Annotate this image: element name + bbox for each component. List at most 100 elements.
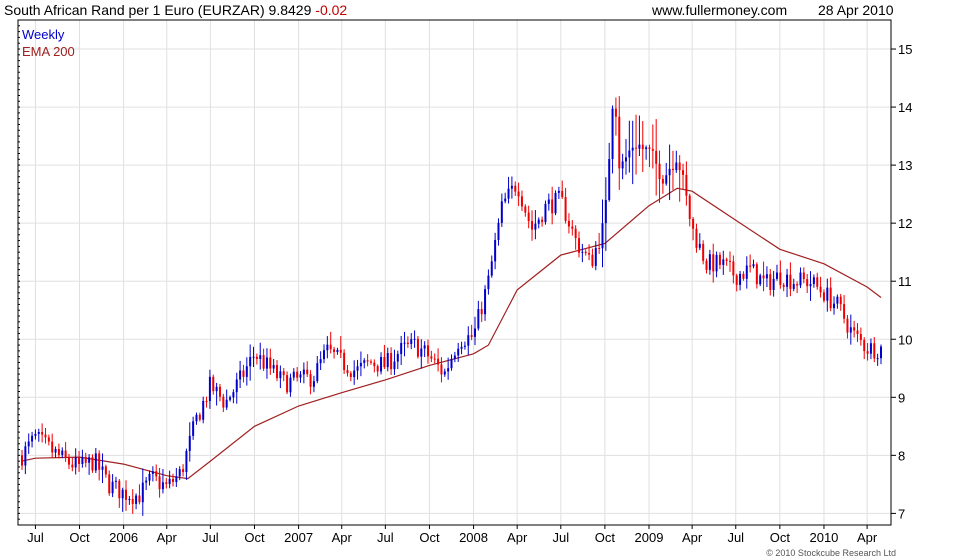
candle: [316, 356, 319, 384]
candle: [329, 331, 332, 354]
candle-body: [369, 361, 372, 363]
price-change: -0.02: [315, 2, 348, 18]
candle: [604, 177, 607, 251]
candle-body: [742, 273, 745, 279]
candle: [752, 259, 755, 269]
candle-body: [645, 147, 648, 150]
candle: [420, 339, 423, 369]
candle-body: [541, 219, 544, 223]
candle: [343, 349, 346, 374]
candle: [443, 368, 446, 377]
candle-body: [762, 275, 765, 279]
candle-body: [500, 201, 503, 223]
candle-body: [661, 179, 664, 184]
candle-body: [289, 377, 292, 393]
candle: [473, 316, 476, 346]
candle-body: [685, 174, 688, 196]
candle: [584, 249, 587, 256]
candle: [24, 441, 27, 475]
candle: [178, 466, 181, 481]
candle: [856, 323, 859, 342]
candle-body: [544, 203, 547, 223]
candle-body: [702, 243, 705, 261]
candle-body: [641, 144, 644, 150]
candle-body: [480, 309, 483, 315]
candle: [661, 175, 664, 194]
candle: [182, 464, 185, 477]
candle: [578, 231, 581, 258]
candle-body: [588, 253, 591, 255]
candle-body: [111, 481, 114, 494]
candle-body: [185, 450, 188, 473]
candle: [843, 295, 846, 324]
candle: [128, 495, 131, 505]
candle: [135, 493, 138, 510]
candle-body: [809, 284, 812, 287]
candle: [457, 342, 460, 362]
candle-body: [705, 260, 708, 270]
x-tick-label: 2006: [109, 530, 138, 545]
candle: [21, 449, 23, 471]
candle-body: [467, 335, 470, 346]
candle: [725, 257, 728, 266]
candle: [537, 217, 540, 229]
candle: [67, 453, 70, 470]
candle-body: [44, 434, 47, 438]
x-tick-label: Oct: [419, 530, 440, 545]
candle: [447, 357, 450, 380]
candle: [91, 454, 94, 473]
x-tick-label: Apr: [332, 530, 353, 545]
candle-body: [316, 363, 319, 382]
candle-body: [356, 366, 359, 371]
candle: [859, 327, 862, 346]
candle: [551, 186, 554, 225]
candle: [722, 250, 725, 275]
candle-body: [765, 274, 768, 279]
candle-body: [21, 455, 23, 466]
candle: [94, 447, 97, 474]
candle-body: [839, 296, 842, 305]
candle-body: [712, 254, 715, 272]
candle-body: [675, 162, 678, 171]
candle: [88, 454, 91, 475]
candle: [571, 220, 574, 236]
candle-body: [574, 228, 577, 239]
candle: [98, 450, 101, 481]
candle: [564, 187, 567, 224]
candle-body: [326, 344, 329, 351]
candle: [477, 300, 480, 331]
candle-body: [41, 431, 44, 435]
candle: [846, 315, 849, 339]
candle-body: [61, 450, 64, 456]
candle: [601, 199, 604, 268]
candle-body: [849, 327, 852, 333]
candle: [500, 193, 503, 227]
candle-body: [752, 264, 755, 267]
candle-body: [873, 343, 876, 359]
candle-body: [618, 116, 621, 169]
candle-body: [386, 353, 389, 368]
candle-body: [853, 327, 856, 331]
candle-body: [135, 495, 138, 504]
candle: [125, 480, 128, 511]
ema-line-group: [21, 187, 882, 480]
candle: [624, 139, 627, 175]
candle-body: [863, 340, 866, 352]
candle-body: [322, 350, 325, 360]
x-tick-label: Oct: [595, 530, 616, 545]
candle-body: [792, 284, 795, 289]
candle: [212, 374, 215, 395]
candle: [735, 273, 738, 292]
candle: [262, 348, 265, 371]
candle: [353, 360, 356, 385]
candle-body: [363, 360, 366, 363]
legend-ema: EMA 200: [22, 44, 75, 59]
candle: [74, 448, 77, 475]
candle-body: [836, 296, 839, 304]
candle-body: [876, 358, 879, 360]
candle-body: [802, 272, 805, 280]
candle-body: [443, 371, 446, 375]
candle: [386, 347, 389, 372]
candle-body: [423, 345, 426, 349]
candle: [423, 341, 426, 357]
